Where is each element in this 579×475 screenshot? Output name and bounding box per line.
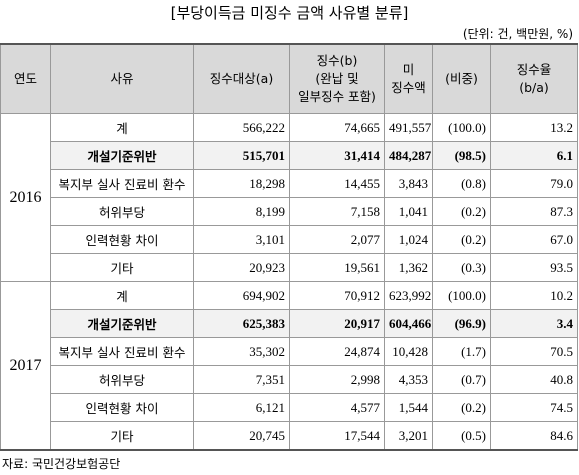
value-cell: 2,998 (289, 365, 385, 394)
value-cell: 20,917 (289, 309, 385, 338)
value-cell: 3,101 (193, 225, 290, 254)
table-row: 허위부당 7,351 2,998 4,353 (0.7) 40.8 (1, 365, 578, 394)
value-cell: 6.1 (490, 141, 578, 170)
table-row: 2017 계 694,902 70,912 623,992 (100.0) 10.2 (0, 281, 578, 451)
header-cell: 미 징수액 (384, 43, 433, 114)
value-cell: 24,874 (289, 337, 385, 366)
value-cell: 1,024 (384, 225, 433, 254)
table-row: 개설기준위반 515,701 31,414 484,287 (98.5) 6.1 (1, 141, 578, 170)
value-cell: (0.8) (432, 169, 491, 198)
reason-cell: 기타 (50, 421, 194, 451)
reason-cell: 허위부당 (50, 197, 194, 226)
value-cell: (0.2) (432, 225, 491, 254)
value-cell: 3,201 (384, 421, 433, 451)
value-cell: 604,466 (384, 309, 433, 338)
header-cell: 연도 (0, 43, 51, 114)
reason-cell: 계 (50, 281, 194, 310)
value-cell: 19,561 (289, 253, 385, 282)
reason-cell: 개설기준위반 (50, 309, 194, 338)
reason-cell: 허위부당 (50, 365, 194, 394)
value-cell: 20,745 (193, 421, 290, 451)
table-row: 허위부당 8,199 7,158 1,041 (0.2) 87.3 (1, 197, 578, 226)
value-cell: 484,287 (384, 141, 433, 170)
value-cell: 70.5 (490, 337, 578, 366)
value-cell: 625,383 (193, 309, 290, 338)
value-cell: 8,199 (193, 197, 290, 226)
value-cell: 515,701 (193, 141, 290, 170)
value-cell: 4,353 (384, 365, 433, 394)
value-cell: 79.0 (490, 169, 578, 198)
value-cell: (0.7) (432, 365, 491, 394)
value-cell: 491,557 (384, 113, 433, 142)
value-cell: 1,362 (384, 253, 433, 282)
value-cell: 17,544 (289, 421, 385, 451)
reason-cell: 기타 (50, 253, 194, 282)
table-row: 복지부 실사 진료비 환수 18,298 14,455 3,843 (0.8) 79.0 (1, 169, 578, 198)
reason-cell: 계 (50, 113, 194, 142)
value-cell: (100.0) (432, 113, 491, 142)
value-cell: (100.0) (432, 281, 491, 310)
value-cell: (1.7) (432, 337, 491, 366)
value-cell: 70,912 (289, 281, 385, 310)
value-cell: 74,665 (289, 113, 385, 142)
table-row: 인력현황 차이 6,121 4,577 1,544 (0.2) 74.5 (1, 393, 578, 422)
header-cell: 징수율 (b/a) (490, 43, 578, 114)
year-cell: 2017 (0, 281, 51, 451)
value-cell: 10.2 (490, 281, 578, 310)
value-cell: 694,902 (193, 281, 290, 310)
value-cell: 4,577 (289, 393, 385, 422)
value-cell: (0.3) (432, 253, 491, 282)
header-cell: 징수대상(a) (193, 43, 290, 114)
value-cell: 13.2 (490, 113, 578, 142)
value-cell: 7,158 (289, 197, 385, 226)
year-cell: 2016 (0, 113, 51, 282)
value-cell: 6,121 (193, 393, 290, 422)
table-row: 개설기준위반 625,383 20,917 604,466 (96.9) 3.4 (1, 309, 578, 338)
table-row: 기타 20,923 19,561 1,362 (0.3) 93.5 (1, 253, 578, 282)
table-row: 기타 20,745 17,544 3,201 (0.5) 84.6 (1, 421, 578, 451)
value-cell: 14,455 (289, 169, 385, 198)
reason-cell: 인력현황 차이 (50, 393, 194, 422)
reason-cell: 인력현황 차이 (50, 225, 194, 254)
value-cell: 35,302 (193, 337, 290, 366)
value-cell: 93.5 (490, 253, 578, 282)
value-cell: 3.4 (490, 309, 578, 338)
value-cell: 3,843 (384, 169, 433, 198)
value-cell: 2,077 (289, 225, 385, 254)
value-cell: 566,222 (193, 113, 290, 142)
value-cell: (0.2) (432, 197, 491, 226)
value-cell: 7,351 (193, 365, 290, 394)
reason-cell: 복지부 실사 진료비 환수 (50, 169, 194, 198)
table-row: 복지부 실사 진료비 환수 35,302 24,874 10,428 (1.7) 70.5 (1, 337, 578, 366)
value-cell: 1,544 (384, 393, 433, 422)
data-table: 연도 사유 징수대상(a) 징수(b) (완납 및 일부징수 포함) 미 징수액 (비중)… (0, 43, 578, 451)
value-cell: 623,992 (384, 281, 433, 310)
value-cell: 20,923 (193, 253, 290, 282)
value-cell: (96.9) (432, 309, 491, 338)
header-cell: 사유 (50, 43, 194, 114)
value-cell: 67.0 (490, 225, 578, 254)
value-cell: 18,298 (193, 169, 290, 198)
title: [부당이득금 미징수 금액 사유별 분류] (170, 4, 409, 22)
table-row: 인력현황 차이 3,101 2,077 1,024 (0.2) 67.0 (1, 225, 578, 254)
value-cell: 1,041 (384, 197, 433, 226)
value-cell: 74.5 (490, 393, 578, 422)
value-cell: 87.3 (490, 197, 578, 226)
value-cell: 10,428 (384, 337, 433, 366)
unit-note: (단위: 건, 백만원, %) (462, 27, 573, 41)
header-cell: 징수(b) (완납 및 일부징수 포함) (289, 43, 385, 114)
value-cell: 40.8 (490, 365, 578, 394)
header-row: 연도 사유 징수대상(a) 징수(b) (완납 및 일부징수 포함) 미 징수액 (비중)… (0, 43, 578, 114)
value-cell: (0.2) (432, 393, 491, 422)
table-row: 2016 계 566,222 74,665 491,557 (100.0) 13.2 (0, 113, 578, 282)
value-cell: 84.6 (490, 421, 578, 451)
value-cell: (0.5) (432, 421, 491, 451)
header-cell: (비중) (432, 43, 491, 114)
value-cell: (98.5) (432, 141, 491, 170)
reason-cell: 복지부 실사 진료비 환수 (50, 337, 194, 366)
value-cell: 31,414 (289, 141, 385, 170)
source: 자료: 국민건강보험공단 (2, 457, 121, 471)
reason-cell: 개설기준위반 (50, 141, 194, 170)
